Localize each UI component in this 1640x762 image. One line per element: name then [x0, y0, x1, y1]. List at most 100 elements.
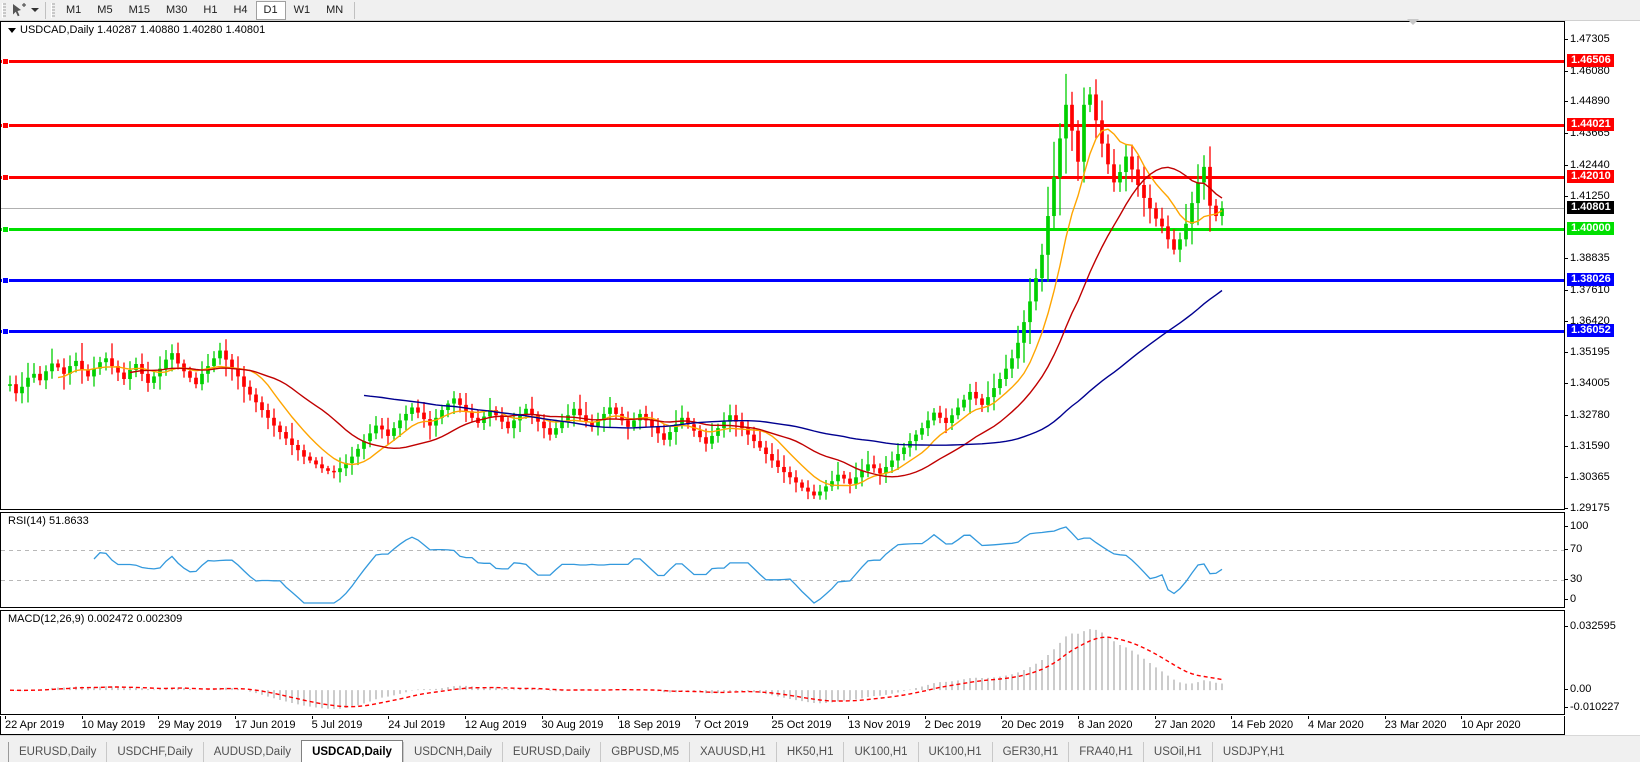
timeframe-button-m15[interactable]: M15: [128, 4, 150, 16]
price-level-badge-1.44021[interactable]: 1.44021: [1567, 117, 1614, 131]
chart-tab-usdcad-daily[interactable]: USDCAD,Daily: [301, 740, 403, 762]
chart-tab-fra40-h1[interactable]: FRA40,H1: [1068, 742, 1143, 762]
price-level-line-1.44021[interactable]: [1, 123, 1564, 127]
price-tick: 1.37610: [1565, 284, 1640, 297]
rsi-level-70: [1, 549, 1564, 551]
date-axis-label: 29 May 2019: [158, 716, 222, 731]
price-tick: 1.44890: [1565, 95, 1640, 108]
date-tick-mark: [848, 716, 850, 719]
chart-tab-eurusd-daily[interactable]: EURUSD,Daily: [501, 742, 600, 762]
chart-tab-audusd-daily[interactable]: AUDUSD,Daily: [202, 742, 301, 762]
tick-dash: [1565, 352, 1568, 354]
rsi-pane[interactable]: RSI(14) 51.8633: [0, 512, 1565, 608]
price-level-line-1.46506[interactable]: [1, 59, 1564, 63]
price-tick: 1.35195: [1565, 346, 1640, 359]
timeframe-button-w1[interactable]: W1: [293, 4, 311, 16]
tick-dash: [1565, 414, 1568, 416]
chart-tab-hk50-h1[interactable]: HK50,H1: [775, 742, 844, 762]
rsi-tick-label: 100: [1570, 520, 1589, 532]
price-tick-label: 1.36420: [1570, 314, 1610, 327]
chart-tab-usdcnh-daily[interactable]: USDCNH,Daily: [402, 742, 502, 762]
date-axis-label: 10 May 2019: [81, 716, 145, 731]
macd-tick-label: 0.032595: [1570, 620, 1616, 632]
macd-pane-title: MACD(12,26,9) 0.002472 0.002309: [6, 613, 185, 625]
chart-tab-uk100-h1[interactable]: UK100,H1: [917, 742, 992, 762]
timeframe-button-m1[interactable]: M1: [66, 4, 82, 16]
chart-scroll-thumb[interactable]: [1407, 12, 1419, 25]
crosshair-cursor-icon[interactable]: [9, 1, 29, 20]
price-tick-label: 1.32780: [1570, 408, 1610, 421]
chart-tab-uk100-h1[interactable]: UK100,H1: [843, 742, 917, 762]
rsi-tick-label: 30: [1570, 573, 1583, 586]
macd-plot[interactable]: [1, 611, 1564, 714]
price-level-anchor-1.38026[interactable]: [2, 277, 9, 285]
price-level-line-1.40801[interactable]: [1, 208, 1564, 210]
chart-tab-usdchf-daily[interactable]: USDCHF,Daily: [106, 742, 202, 762]
price-level-line-1.40000[interactable]: [1, 227, 1564, 231]
date-axis[interactable]: 22 Apr 2019 10 May 2019 29 May 2019 17 Jun …: [0, 716, 1565, 735]
price-level-anchor-1.42010[interactable]: [2, 173, 9, 181]
date-axis-label: 10 Apr 2020: [1461, 716, 1521, 731]
date-tick-mark: [541, 716, 543, 719]
price-tick: 1.34005: [1565, 377, 1640, 390]
date-tick-mark: [1308, 716, 1310, 719]
price-scale[interactable]: 1.47305 1.46080 1.44890 1.43665 1.42440 1.412…: [1565, 21, 1640, 514]
toolbar-grip[interactable]: [2, 2, 6, 18]
price-tick-label: 1.38835: [1570, 252, 1610, 265]
price-pane[interactable]: USDCAD,Daily 1.40287 1.40880 1.40280 1.4…: [0, 19, 1565, 510]
triangle-down-icon[interactable]: [8, 27, 16, 33]
chart-tab-usoil-h1[interactable]: USOil,H1: [1142, 742, 1212, 762]
timeframe-button-m30[interactable]: M30: [165, 4, 188, 16]
date-axis-label: 17 Jun 2019: [234, 716, 296, 731]
timeframe-button-m5[interactable]: M5: [97, 4, 113, 16]
price-level-badge-1.46506[interactable]: 1.46506: [1567, 53, 1614, 67]
price-level-line-1.38026[interactable]: [1, 279, 1564, 283]
date-axis-label: 20 Dec 2019: [1001, 716, 1064, 731]
timeframe-button-h1[interactable]: H1: [203, 4, 218, 16]
macd-scale[interactable]: 0.032595 0.00 -0.010227: [1565, 610, 1640, 715]
macd-tick-label: 0.00: [1570, 683, 1592, 696]
price-level-anchor-1.46506[interactable]: [2, 57, 9, 65]
price-level-badge-1.40000[interactable]: 1.40000: [1567, 221, 1614, 235]
chart-tab-usdjpy-h1[interactable]: USDJPY,H1: [1211, 742, 1295, 762]
price-level-line-1.36052[interactable]: [1, 330, 1564, 334]
price-tick: 1.42440: [1565, 159, 1640, 172]
date-axis-label: 18 Sep 2019: [618, 716, 681, 731]
rsi-tick: 100: [1565, 520, 1640, 533]
timeframe-button-mn[interactable]: MN: [326, 4, 344, 16]
chart-tab-xauusd-h1[interactable]: XAUUSD,H1: [688, 742, 776, 762]
rsi-scale[interactable]: 100 70 30 0: [1565, 512, 1640, 608]
chart-tab-gbpusd-m5[interactable]: GBPUSD,M5: [600, 742, 689, 762]
date-tick-mark: [388, 716, 390, 719]
chevron-down-icon[interactable]: [29, 1, 42, 20]
price-level-anchor-1.36052[interactable]: [2, 328, 9, 336]
chart-area[interactable]: USDCAD,Daily 1.40287 1.40880 1.40280 1.4…: [0, 19, 1640, 735]
price-tick: 1.41250: [1565, 190, 1640, 203]
price-level-badge-1.42010[interactable]: 1.42010: [1567, 169, 1614, 183]
chart-tab-ger30-h1[interactable]: GER30,H1: [991, 742, 1069, 762]
timeframe-button-d1[interactable]: D1: [255, 0, 286, 20]
tick-dash: [1565, 101, 1568, 103]
price-scale-column[interactable]: 1.47305 1.46080 1.44890 1.43665 1.42440 1.412…: [1565, 21, 1640, 735]
rsi-tick: 0: [1565, 593, 1640, 606]
price-level-anchor-1.40000[interactable]: [2, 225, 9, 233]
macd-pane[interactable]: MACD(12,26,9) 0.002472 0.002309: [0, 610, 1565, 715]
tick-dash: [1565, 258, 1568, 260]
tick-dash: [1565, 70, 1568, 72]
price-tick: 1.32780: [1565, 409, 1640, 422]
price-level-anchor-1.44021[interactable]: [2, 121, 9, 129]
tick-dash: [1565, 445, 1568, 447]
date-tick-mark: [158, 716, 160, 719]
date-tick-mark: [924, 716, 926, 719]
timeframe-grip[interactable]: [51, 2, 55, 18]
timeframe-button-h4[interactable]: H4: [233, 4, 248, 16]
chart-tab-eurusd-daily[interactable]: EURUSD,Daily: [8, 742, 106, 762]
price-level-line-1.42010[interactable]: [1, 175, 1564, 179]
price-level-badge-1.36052[interactable]: 1.36052: [1567, 324, 1614, 338]
price-plot[interactable]: [1, 22, 1564, 509]
rsi-plot[interactable]: [1, 513, 1564, 607]
date-tick-mark: [464, 716, 466, 719]
price-level-badge-1.40801[interactable]: 1.40801: [1567, 201, 1614, 215]
price-tick: 1.36420: [1565, 315, 1640, 328]
price-level-badge-1.38026[interactable]: 1.38026: [1567, 273, 1614, 287]
